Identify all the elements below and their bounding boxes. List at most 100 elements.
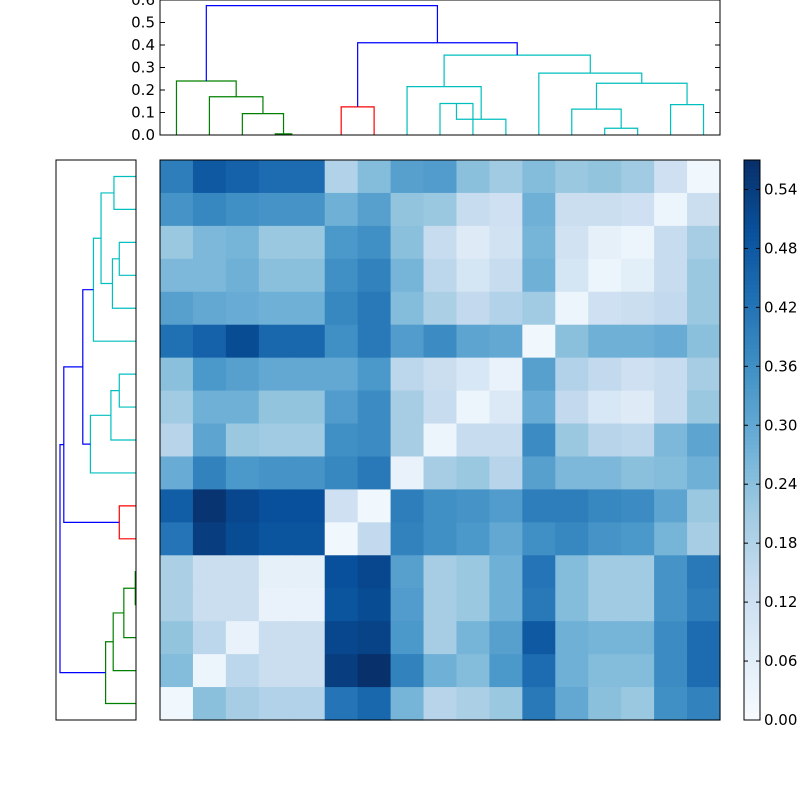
heatmap-cell: [588, 291, 622, 326]
colorbar-segment: [744, 628, 760, 633]
heatmap-cell: [357, 258, 392, 293]
heatmap-cell: [160, 225, 194, 260]
heatmap-cell: [687, 291, 721, 326]
heatmap-cell: [390, 588, 425, 622]
colorbar-segment: [744, 564, 760, 569]
colorbar-tick-label: 0.54: [764, 180, 797, 198]
heatmap-cell: [687, 588, 721, 622]
colorbar-segment: [744, 292, 760, 297]
heatmap-cell: [291, 258, 326, 293]
heatmap-cell: [423, 423, 458, 458]
top-dendrogram-link: [175, 80, 237, 135]
left-dendrogram: [55, 159, 137, 721]
heatmap-cell: [621, 588, 655, 622]
heatmap-cell: [456, 258, 491, 293]
heatmap-cell: [456, 160, 491, 194]
heatmap-cell: [291, 621, 326, 655]
heatmap-cell: [258, 160, 293, 194]
heatmap-cell: [522, 687, 556, 721]
heatmap-cell: [522, 654, 556, 688]
left-dendrogram-link: [59, 444, 106, 674]
heatmap-cell: [390, 258, 425, 293]
heatmap-cell: [160, 324, 194, 359]
colorbar-segment: [744, 180, 760, 185]
colorbar-segment: [744, 168, 760, 173]
top-dendrogram-link: [208, 96, 264, 135]
colorbar-segment: [744, 276, 760, 281]
colorbar-segment: [744, 600, 760, 605]
heatmap-cell: [225, 324, 260, 359]
heatmap-cell: [588, 588, 622, 622]
heatmap-cell: [192, 192, 227, 227]
heatmap-cell: [588, 357, 622, 392]
colorbar-segment: [744, 304, 760, 309]
heatmap-cell: [225, 621, 260, 655]
heatmap-cell: [489, 423, 523, 458]
colorbar-segment: [744, 444, 760, 449]
heatmap-cell: [489, 588, 523, 622]
heatmap-cell: [489, 258, 523, 293]
colorbar-segment: [744, 232, 760, 237]
heatmap-cell: [654, 225, 688, 260]
heatmap-cell: [225, 555, 260, 589]
heatmap-cell: [423, 456, 458, 491]
heatmap-cell: [489, 456, 523, 491]
heatmap-cell: [654, 192, 688, 227]
heatmap-cell: [456, 390, 491, 425]
heatmap-cell: [291, 324, 326, 359]
heatmap-cell: [489, 489, 523, 523]
heatmap-cell: [489, 324, 523, 359]
heatmap-cell: [456, 687, 491, 721]
colorbar-segment: [744, 244, 760, 249]
colorbar-segment: [744, 524, 760, 529]
heatmap-cell: [324, 258, 359, 293]
heatmap-cell: [324, 324, 359, 359]
heatmap-cell: [192, 390, 227, 425]
colorbar-segment: [744, 584, 760, 589]
heatmap-cell: [357, 456, 392, 491]
heatmap-cell: [423, 258, 458, 293]
heatmap-cell: [390, 225, 425, 260]
heatmap-cell: [225, 357, 260, 392]
heatmap-cell: [324, 291, 359, 326]
heatmap-cell: [555, 588, 589, 622]
heatmap-cell: [555, 291, 589, 326]
heatmap-cell: [324, 489, 359, 523]
colorbar-segment: [744, 388, 760, 393]
heatmap-cell: [423, 291, 458, 326]
colorbar-segment: [744, 284, 760, 289]
colorbar-segment: [744, 560, 760, 565]
heatmap-cell: [555, 160, 589, 194]
colorbar-segment: [744, 516, 760, 521]
colorbar-segment: [744, 396, 760, 401]
y-tick-label: 0.1: [131, 104, 155, 122]
heatmap-cell: [522, 555, 556, 589]
colorbar-segment: [744, 460, 760, 465]
colorbar-segment: [744, 324, 760, 329]
heatmap-cell: [654, 357, 688, 392]
heatmap-cell: [160, 522, 194, 556]
colorbar-segment: [744, 260, 760, 265]
heatmap-cell: [390, 522, 425, 556]
colorbar-segment: [744, 296, 760, 301]
heatmap-cell: [225, 423, 260, 458]
heatmap-cell: [555, 225, 589, 260]
heatmap-cell: [291, 687, 326, 721]
heatmap-cell: [291, 555, 326, 589]
heatmap-cell: [390, 654, 425, 688]
heatmap-cell: [456, 291, 491, 326]
heatmap-cell: [489, 555, 523, 589]
colorbar-segment: [744, 604, 760, 609]
heatmap-cell: [258, 522, 293, 556]
heatmap-cell: [192, 160, 227, 194]
heatmap-cell: [357, 225, 392, 260]
heatmap-cell: [456, 654, 491, 688]
colorbar-segment: [744, 192, 760, 197]
heatmap-cell: [522, 357, 556, 392]
heatmap-cell: [324, 357, 359, 392]
heatmap-cell: [588, 324, 622, 359]
colorbar-segment: [744, 356, 760, 361]
colorbar-segment: [744, 468, 760, 473]
colorbar-segment: [744, 200, 760, 205]
heatmap-cell: [456, 192, 491, 227]
